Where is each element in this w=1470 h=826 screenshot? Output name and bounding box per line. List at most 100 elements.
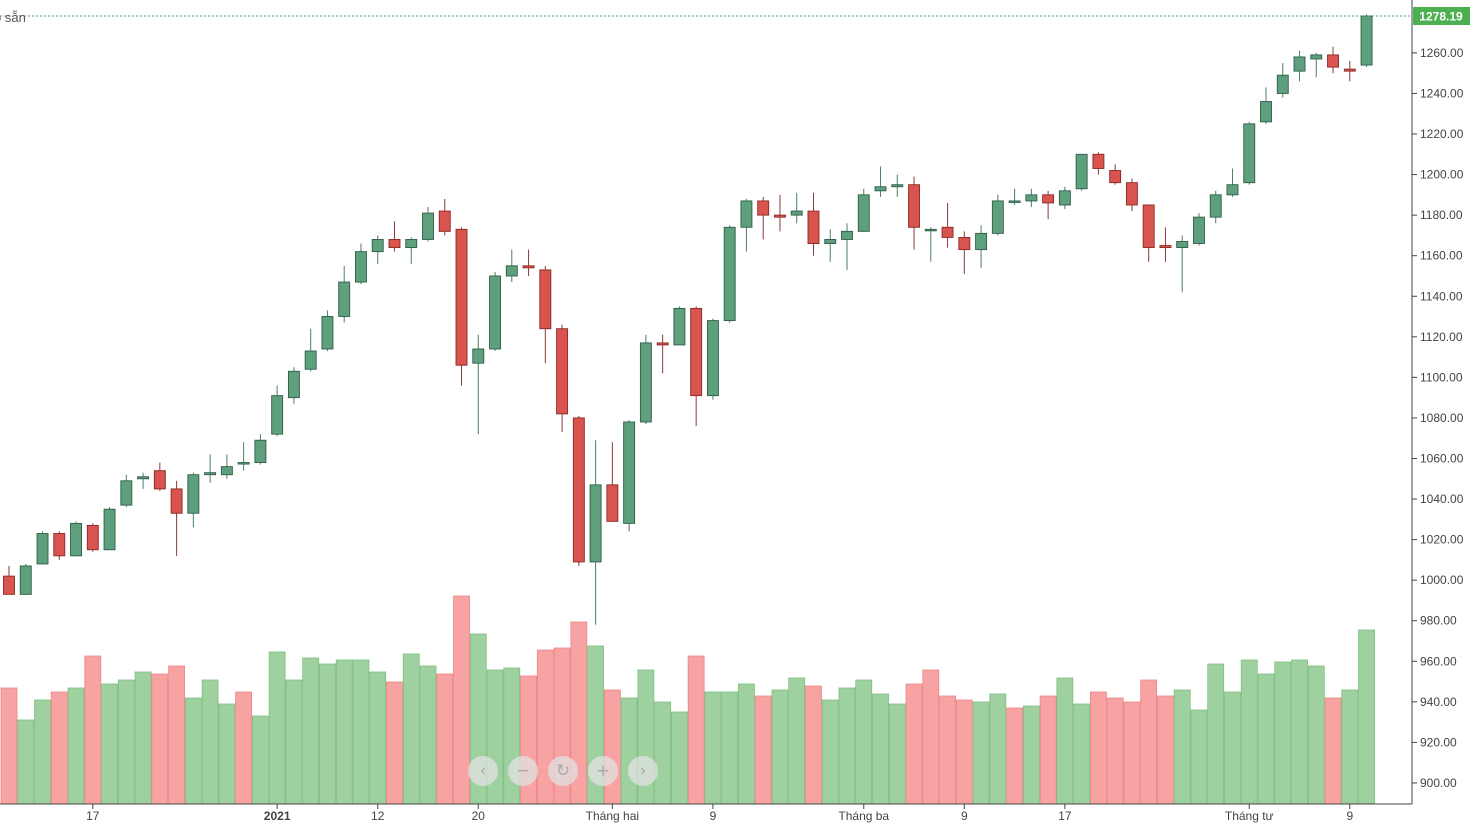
candle — [1260, 87, 1272, 124]
candle — [187, 472, 200, 528]
candle — [371, 235, 384, 264]
volume-bar — [1207, 663, 1225, 805]
volume-bar — [302, 657, 320, 805]
candle-body — [405, 239, 418, 249]
volume-bar — [1106, 697, 1124, 805]
candle-body — [3, 575, 15, 595]
candle-body — [505, 265, 518, 277]
candle-body — [1293, 56, 1306, 72]
candle-body — [70, 522, 82, 557]
volume-bar — [101, 683, 118, 805]
candle-body — [237, 462, 250, 465]
candle-body — [455, 228, 468, 366]
candle — [103, 507, 116, 551]
x-tick-label: 12 — [371, 809, 385, 823]
volume-bar — [939, 695, 956, 805]
candle — [1025, 188, 1038, 208]
volume-bar — [872, 693, 889, 805]
zoom-in-button[interactable]: + — [588, 756, 618, 786]
candle — [86, 523, 99, 552]
volume-bar — [402, 653, 420, 805]
candle — [1109, 164, 1122, 185]
candle-body — [388, 239, 401, 249]
volume-bar — [168, 665, 186, 805]
scroll-left-button[interactable]: ‹ — [468, 756, 498, 786]
volume-bar — [386, 681, 403, 805]
candle-body — [572, 417, 585, 563]
candle — [991, 194, 1004, 236]
candle-body — [271, 395, 284, 435]
y-tick-label: 900.00 — [1420, 776, 1457, 790]
volume-bar — [151, 673, 169, 805]
candle — [807, 192, 820, 256]
candle — [170, 480, 183, 556]
y-tick-label: 1260.00 — [1420, 46, 1464, 60]
y-tick-label: 1060.00 — [1420, 451, 1464, 465]
candle — [572, 415, 585, 566]
candle-body — [958, 236, 971, 251]
candle-body — [1008, 200, 1021, 203]
candle — [3, 565, 15, 595]
candle — [304, 328, 317, 372]
volume-bar — [838, 687, 856, 805]
candle-body — [137, 476, 150, 480]
reset-button[interactable]: ↻ — [548, 756, 578, 786]
candle — [1042, 190, 1055, 220]
candle-body — [1310, 54, 1323, 60]
candle — [355, 243, 367, 285]
candle — [1058, 186, 1071, 210]
candle-body — [153, 470, 166, 490]
candle — [1092, 152, 1105, 175]
candle — [673, 306, 686, 346]
y-tick-label: 940.00 — [1420, 695, 1457, 709]
candle — [757, 196, 770, 240]
candle — [1327, 46, 1339, 74]
candle-body — [1193, 216, 1205, 244]
volume-bar — [1006, 707, 1023, 805]
candle — [941, 202, 954, 248]
x-tick-label: 20 — [472, 809, 486, 823]
volume-bar — [687, 655, 705, 805]
volume-bar — [0, 687, 18, 805]
x-tick-label: Tháng ba — [838, 809, 889, 823]
candle — [1360, 14, 1373, 68]
volume-bar — [117, 679, 135, 805]
candle — [405, 237, 418, 264]
zoom-out-button[interactable]: − — [508, 756, 538, 786]
candle — [924, 227, 937, 262]
candle — [1193, 213, 1205, 246]
volume-bar — [134, 671, 152, 805]
y-tick-label: 1200.00 — [1420, 168, 1464, 182]
candle — [36, 531, 49, 565]
candle-body — [86, 524, 99, 551]
candle — [489, 271, 501, 352]
volume-bar — [1022, 705, 1040, 805]
candle — [153, 462, 166, 491]
candle — [1209, 190, 1222, 224]
candle-body — [1176, 241, 1189, 249]
volume-bar — [1090, 691, 1107, 805]
candle-body — [1209, 194, 1222, 218]
candle-body — [623, 421, 636, 524]
candle — [639, 334, 652, 425]
volume-bar — [821, 699, 839, 805]
volume-bar — [654, 701, 672, 805]
y-tick-label: 1100.00 — [1420, 370, 1463, 384]
volume-bar — [352, 659, 370, 805]
top-left-label: ó sẵn — [0, 10, 26, 25]
candle — [740, 198, 753, 252]
y-tick-label: 1020.00 — [1420, 533, 1464, 547]
volume-bar — [50, 691, 68, 805]
volume-bar — [972, 701, 990, 805]
candle-body — [304, 350, 317, 370]
candle — [1343, 61, 1356, 82]
candle — [522, 249, 535, 276]
scroll-right-button[interactable]: › — [628, 756, 658, 786]
candle-body — [321, 316, 334, 350]
volume-bar — [1257, 673, 1275, 805]
candle — [1075, 153, 1088, 191]
candle-body — [690, 307, 703, 397]
candle — [455, 227, 468, 386]
candle-body — [790, 210, 803, 216]
